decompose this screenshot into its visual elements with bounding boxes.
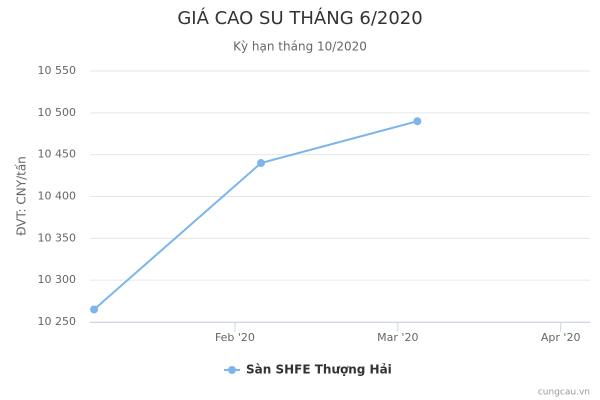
y-axis-label: ĐVT: CNY/tấn	[15, 156, 29, 236]
y-tick-label: 10 550	[38, 64, 77, 77]
y-tick-label: 10 500	[38, 106, 77, 119]
y-tick-label: 10 400	[38, 190, 77, 203]
line	[93, 120, 418, 311]
legend-marker	[228, 366, 236, 374]
x-tick-label: Feb '20	[215, 331, 255, 344]
x-tick-label: Apr '20	[541, 331, 581, 344]
legend-label: Sàn SHFE Thượng Hải	[246, 363, 392, 377]
y-tick-label: 10 300	[38, 273, 77, 286]
y-tick-label: 10 350	[38, 231, 77, 244]
credit: cungcau.vn	[538, 388, 590, 398]
chart-title: GIÁ CAO SU THÁNG 6/2020	[177, 7, 422, 29]
point	[257, 159, 266, 168]
point	[90, 305, 99, 314]
chart-subtitle: Kỳ hạn tháng 10/2020	[233, 40, 367, 54]
y-tick-label: 10 250	[38, 315, 77, 328]
y-tick-label: 10 450	[38, 148, 77, 161]
x-tick-label: Mar '20	[377, 331, 418, 344]
point	[413, 117, 422, 126]
